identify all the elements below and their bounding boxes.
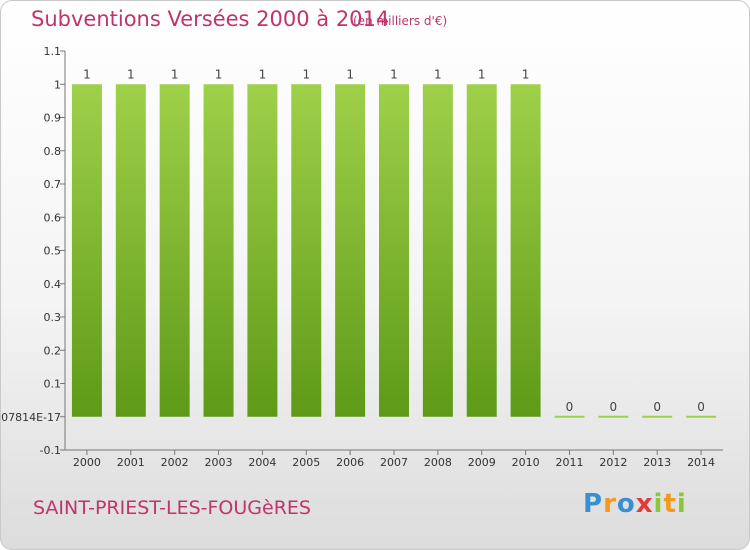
data-label: 1 (434, 67, 442, 81)
bar (686, 415, 717, 418)
bar (291, 84, 322, 417)
bar (598, 415, 629, 418)
proxiti-logo: Proxiti (583, 489, 687, 519)
data-label: 0 (697, 400, 705, 414)
bar (203, 84, 234, 417)
bar (335, 84, 366, 417)
data-label: 1 (127, 67, 135, 81)
bar (159, 84, 190, 417)
data-label: 0 (653, 400, 661, 414)
bar (379, 84, 409, 417)
data-label: 1 (390, 67, 398, 81)
x-tick-label: 2008 (424, 456, 452, 469)
data-label: 1 (522, 67, 530, 81)
data-label: 1 (83, 67, 91, 81)
data-label: 1 (259, 67, 267, 81)
chart-unit: (en milliers d'€) (353, 14, 448, 28)
x-tick-label: 2010 (512, 456, 540, 469)
x-tick-label: 2001 (117, 456, 145, 469)
bar (554, 415, 585, 418)
y-tick-label: 0.2 (44, 344, 62, 357)
data-label: 1 (171, 67, 179, 81)
x-tick-label: 2012 (599, 456, 627, 469)
y-tick-label: 0.8 (44, 145, 62, 158)
y-tick-label: 0.9 (44, 112, 62, 125)
y-tick-label: -0.1 (40, 444, 61, 457)
x-tick-label: 2014 (687, 456, 715, 469)
y-tick-label: 1 (54, 78, 61, 91)
bar (115, 84, 146, 417)
y-tick-label: 0.1 (44, 378, 62, 391)
data-label: 0 (566, 400, 574, 414)
x-tick-label: 2000 (73, 456, 101, 469)
data-label: 1 (215, 67, 223, 81)
data-label: 1 (302, 67, 310, 81)
x-tick-label: 2006 (336, 456, 364, 469)
y-tick-label: 0.4 (44, 278, 62, 291)
y-tick-label: 0.7 (44, 178, 62, 191)
bar (466, 84, 497, 417)
commune-name: SAINT-PRIEST-LES-FOUGèRES (33, 497, 311, 519)
bar (71, 84, 102, 417)
x-tick-label: 2009 (468, 456, 496, 469)
x-tick-label: 2003 (205, 456, 233, 469)
data-label: 0 (610, 400, 618, 414)
bar (247, 84, 278, 417)
x-tick-label: 2007 (380, 456, 408, 469)
x-tick-label: 2013 (643, 456, 671, 469)
bar (422, 84, 453, 417)
x-tick-label: 2011 (555, 456, 583, 469)
y-tick-label: 0.6 (44, 211, 62, 224)
chart-title: Subventions Versées 2000 à 2014 (31, 7, 390, 31)
y-tick-label: 1.1 (44, 45, 62, 58)
y-tick-label: 1.3877787807814E-17 (1, 411, 61, 424)
data-label: 1 (478, 67, 486, 81)
bar (510, 84, 541, 417)
data-label: 1 (346, 67, 354, 81)
x-tick-label: 2002 (161, 456, 189, 469)
x-tick-label: 2005 (292, 456, 320, 469)
x-tick-label: 2004 (248, 456, 276, 469)
y-tick-label: 0.3 (44, 311, 62, 324)
y-tick-label: 0.5 (44, 245, 62, 258)
bar (642, 415, 673, 418)
